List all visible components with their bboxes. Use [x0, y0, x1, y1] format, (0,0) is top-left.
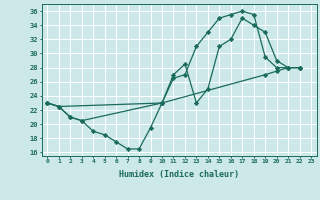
X-axis label: Humidex (Indice chaleur): Humidex (Indice chaleur)	[119, 170, 239, 179]
